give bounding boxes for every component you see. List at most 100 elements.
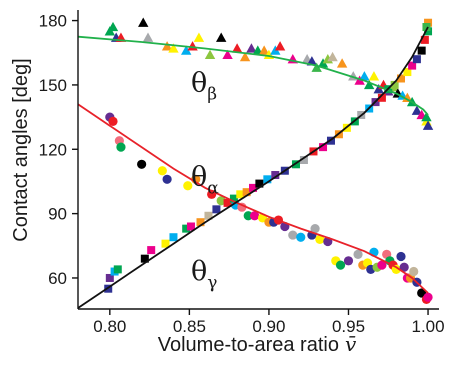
x-tick-label: 0.90 [252, 317, 285, 336]
theta-gamma-point [105, 273, 114, 282]
theta-gamma-point [182, 224, 191, 233]
theta-beta-point [204, 49, 216, 60]
theta-alpha-point [162, 174, 172, 184]
theta-gamma-point [319, 143, 328, 152]
annotation-theta: θγ [191, 256, 217, 293]
theta-alpha-point [108, 116, 118, 126]
x-tick-label: 1.00 [411, 317, 444, 336]
theta-beta-fit [77, 35, 429, 116]
theta-alpha-point [391, 264, 401, 274]
theta-gamma-point [161, 239, 170, 248]
theta-beta-point [368, 71, 380, 81]
theta-beta-point [359, 71, 370, 81]
theta-alpha-point [216, 196, 226, 206]
theta-beta-point [258, 45, 270, 55]
theta-beta-point [187, 41, 198, 51]
theta-beta-point [336, 58, 348, 68]
x-ticks: 0.80 0.85 0.90 0.95 1.00 [93, 309, 445, 336]
theta-alpha-point [343, 256, 354, 266]
theta-alpha-point [116, 142, 126, 152]
theta-gamma-fit [77, 26, 429, 309]
theta-beta-point [222, 49, 233, 60]
theta-alpha-point [315, 234, 325, 244]
theta-alpha-point [243, 211, 253, 221]
theta-alpha-point [353, 249, 363, 259]
y-tick-label: 90 [48, 205, 67, 224]
theta-gamma-point [242, 188, 251, 197]
theta-beta-point [311, 62, 322, 72]
y-tick-label: 120 [39, 140, 67, 159]
annotation-main: θ [191, 162, 207, 193]
theta-gamma-point [424, 18, 433, 27]
x-tick-label: 0.85 [173, 317, 206, 336]
annotation-sub: γ [207, 273, 217, 293]
theta-gamma-point [408, 61, 417, 70]
annotation-sub: β [207, 84, 217, 104]
theta-gamma-point [147, 246, 156, 255]
theta-alpha-point [183, 181, 193, 191]
theta-beta-point [363, 79, 375, 90]
annotation-theta: θβ [191, 67, 217, 104]
fit-curves [77, 26, 429, 309]
theta-beta-point [231, 43, 243, 53]
x-tick-label: 0.80 [93, 317, 126, 336]
theta-alpha-point [377, 260, 387, 270]
theta-gamma-point [390, 80, 399, 89]
annotation-sub: α [207, 179, 219, 199]
axes [77, 10, 439, 310]
x-tick-label: 0.95 [332, 317, 365, 336]
theta-gamma-point [377, 93, 386, 102]
theta-gamma-point [212, 205, 221, 214]
theta-beta-point [239, 51, 251, 62]
theta-gamma-point [424, 27, 433, 36]
theta-beta-point [327, 51, 338, 62]
annotation-main: θ [191, 67, 207, 98]
theta-beta-point [246, 43, 257, 53]
theta-gamma-point [263, 175, 272, 184]
theta-beta-point [193, 32, 205, 42]
y-axis-title: Contact angles [deg] [10, 58, 32, 241]
theta-beta-point [422, 120, 434, 130]
theta-beta-point [402, 92, 413, 102]
theta-beta-point [306, 56, 318, 66]
theta-beta-point [421, 111, 432, 122]
theta-gamma-point [396, 74, 405, 83]
theta-alpha-point [288, 230, 298, 240]
theta-beta-point [142, 32, 154, 42]
theta-beta-point [107, 21, 119, 32]
theta-alpha-point [250, 211, 260, 221]
theta-alpha-fit [77, 103, 429, 294]
theta-gamma-point [420, 35, 429, 44]
theta-gamma-point [249, 183, 258, 192]
y-ticks: 60 90 120 150 180 [39, 12, 78, 288]
theta-gamma-point [229, 194, 238, 203]
theta-gamma-point [403, 68, 412, 77]
theta-gamma-point [271, 171, 280, 180]
annotation-main: θ [191, 256, 207, 287]
theta-gamma-point [255, 179, 264, 188]
x-axis-title-text: Volume-to-area ratio [158, 334, 339, 356]
theta-gamma-point [186, 222, 195, 231]
y-tick-label: 60 [48, 269, 67, 288]
theta-alpha-point [396, 251, 406, 262]
theta-beta-point [180, 45, 192, 55]
theta-beta-point [168, 43, 179, 53]
theta-alpha-point [310, 224, 320, 234]
theta-gamma-point [140, 254, 149, 263]
theta-gamma-point [169, 233, 178, 242]
theta-gamma-point [204, 211, 213, 220]
annotation-theta: θα [191, 162, 219, 199]
theta-beta-point [411, 105, 423, 115]
theta-alpha-point [423, 292, 433, 302]
x-axis-title: Volume-to-area ratio v̄ [158, 332, 357, 356]
y-tick-label: 180 [39, 12, 67, 31]
theta-beta-point [216, 32, 227, 42]
theta-gamma-point [412, 55, 421, 64]
theta-alpha-point [399, 262, 409, 272]
theta-beta-point [138, 17, 149, 27]
theta-gamma-point [196, 218, 205, 227]
theta-beta-point [274, 41, 286, 51]
theta-alpha-point [296, 232, 306, 242]
